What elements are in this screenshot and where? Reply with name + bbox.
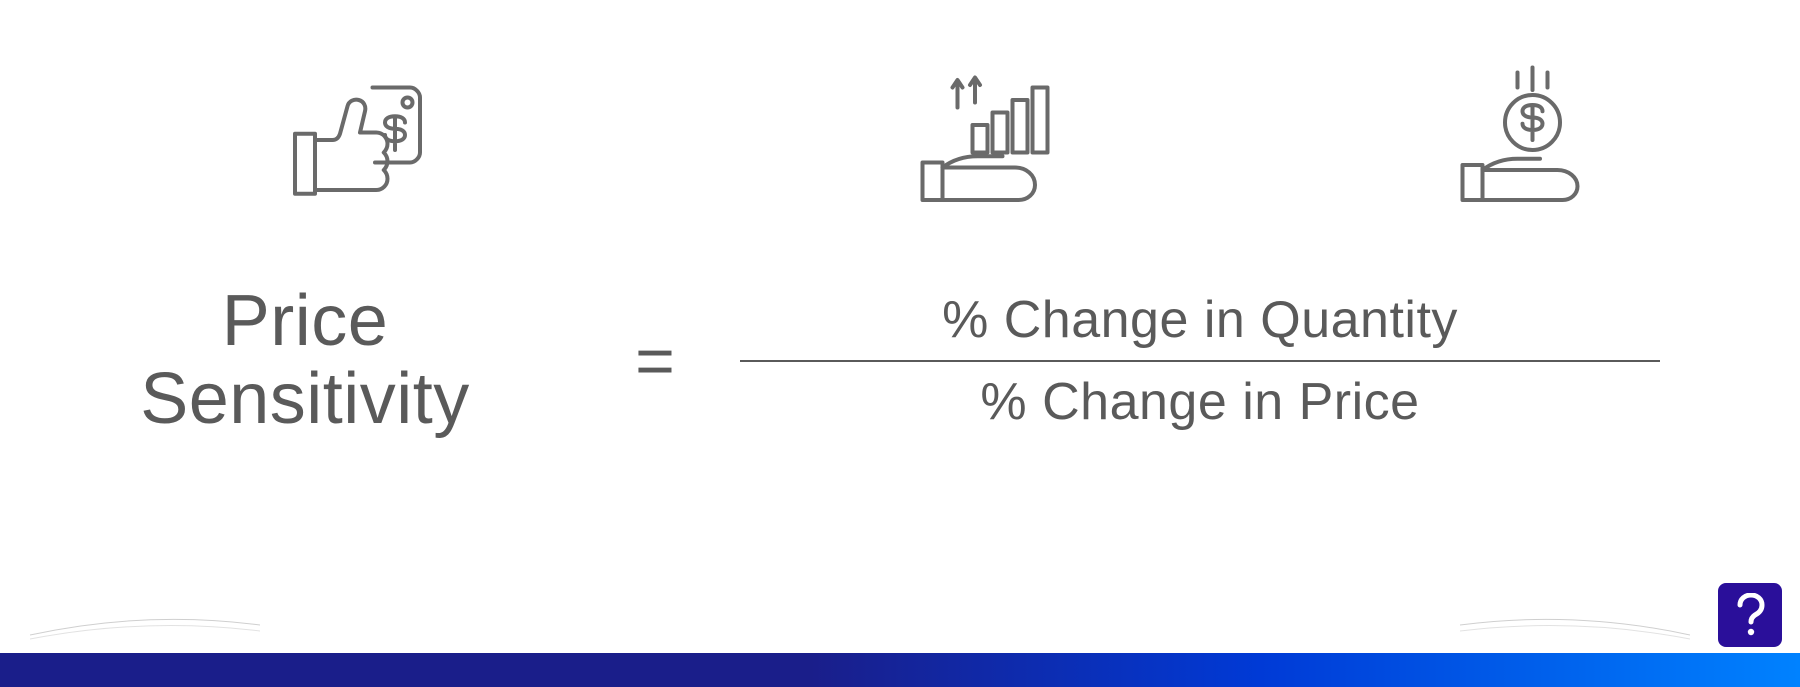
formula-row: Price Sensitivity = % Change in Quantity…: [0, 280, 1800, 442]
decorative-swoosh-left: [30, 605, 260, 645]
formula-rhs: % Change in Quantity % Change in Price: [700, 280, 1700, 442]
infographic-stage: Price Sensitivity = % Change in Quantity…: [0, 0, 1800, 687]
fraction-numerator: % Change in Quantity: [942, 280, 1458, 360]
icon-row: [0, 65, 1800, 215]
decorative-swoosh-right: [1460, 605, 1690, 645]
footer-gradient-bar: [0, 653, 1800, 687]
brand-logo-badge: [1718, 583, 1782, 647]
fraction-denominator: % Change in Price: [980, 362, 1419, 442]
question-mark-logo-icon: [1732, 593, 1768, 637]
lhs-line1: Price: [0, 283, 610, 361]
hand-growth-chart-icon: [720, 65, 1260, 215]
equals-sign: =: [610, 322, 700, 400]
lhs-line2: Sensitivity: [0, 361, 610, 439]
formula-lhs: Price Sensitivity: [0, 283, 610, 439]
hand-dollar-coin-icon: [1260, 65, 1800, 215]
fraction: % Change in Quantity % Change in Price: [700, 280, 1700, 442]
thumbs-up-price-tag-icon: [0, 65, 720, 215]
